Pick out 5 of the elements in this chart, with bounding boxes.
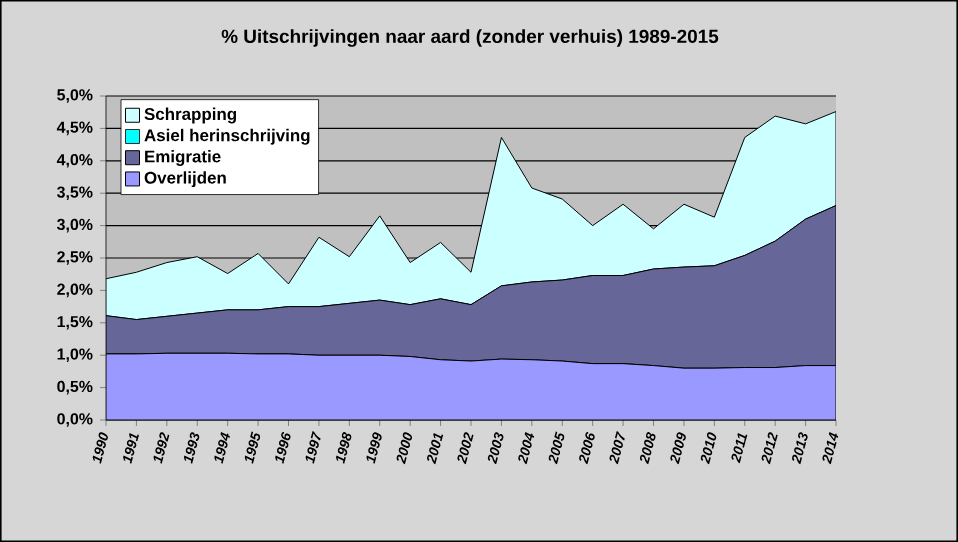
legend-label: Emigratie — [145, 150, 221, 166]
legend-label: Asiel herinschrijving — [144, 128, 310, 145]
chart-title: % Uitschrijvingen naar aard (zonder verhuis) 1989-2015 — [221, 29, 719, 47]
legend-label: Overlijden — [144, 171, 226, 188]
legend-label: Schrapping — [144, 107, 237, 124]
